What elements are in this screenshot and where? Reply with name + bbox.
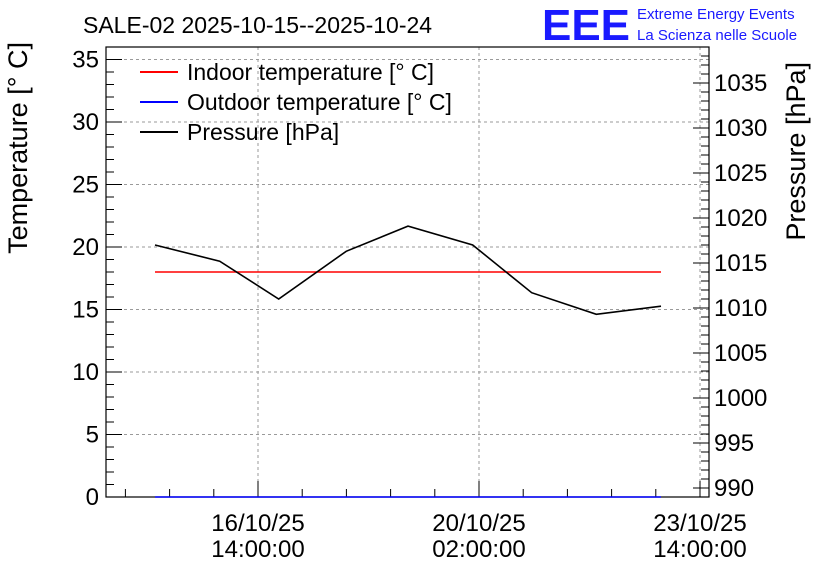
- y-tick-label: 15: [72, 297, 99, 324]
- y2-tick-label: 1025: [714, 160, 767, 187]
- y2-tick-label: 1000: [714, 385, 767, 412]
- y2-tick-label: 990: [714, 475, 754, 502]
- y2-tick-label: 1010: [714, 295, 767, 322]
- x-tick-label-date: 20/10/25: [432, 510, 525, 537]
- y2-axis-tick-labels: 990 995 1000 1005 1010 1015 1020 1025 1030 1035: [714, 70, 767, 502]
- y-tick-label: 0: [86, 484, 99, 511]
- x-tick-label-date: 16/10/25: [211, 510, 304, 537]
- series-line-pressure: [154, 225, 662, 316]
- y-tick-label: 5: [86, 422, 99, 449]
- y2-axis-label: Pressure [hPa]: [781, 62, 811, 241]
- x-tick-label-time: 14:00:00: [653, 536, 746, 563]
- y2-tick-label: 1015: [714, 250, 767, 277]
- y-tick-label: 20: [72, 234, 99, 261]
- x-tick-label-date: 23/10/25: [653, 510, 746, 537]
- eee-logo-line1: Extreme Energy Events: [637, 6, 795, 23]
- y-axis-label: Temperature [° C]: [3, 42, 33, 254]
- y2-tick-label: 1005: [714, 340, 767, 367]
- y2-tick-label: 995: [714, 430, 754, 457]
- x-axis-tick-labels: 16/10/2514:00:0020/10/2502:00:0023/10/25…: [211, 510, 746, 563]
- eee-logo-line2: La Scienza nelle Scuole: [637, 27, 797, 44]
- chart-title: SALE-02 2025-10-15--2025-10-24: [83, 12, 432, 38]
- x-tick-label-time: 02:00:00: [432, 536, 525, 563]
- legend-label-indoor: Indoor temperature [° C]: [187, 59, 434, 85]
- axis-ticks: [106, 46, 709, 498]
- x-tick-label-time: 14:00:00: [211, 536, 304, 563]
- y-tick-label: 35: [72, 47, 99, 74]
- y-axis-tick-labels: 0 5 10 15 20 25 30 35: [72, 47, 99, 512]
- eee-logo: EEE Extreme Energy Events La Scienza nel…: [542, 1, 797, 50]
- y-tick-label: 30: [72, 109, 99, 136]
- y-tick-label: 25: [72, 172, 99, 199]
- y-tick-label: 10: [72, 359, 99, 386]
- data-series: [154, 225, 662, 498]
- y2-tick-label: 1030: [714, 115, 767, 142]
- chart-legend: Indoor temperature [° C] Outdoor tempera…: [140, 59, 452, 145]
- y2-tick-label: 1020: [714, 205, 767, 232]
- grid-lines: [106, 47, 709, 497]
- legend-label-outdoor: Outdoor temperature [° C]: [187, 89, 452, 115]
- legend-label-pressure: Pressure [hPa]: [187, 119, 339, 145]
- y2-tick-label: 1035: [714, 70, 767, 97]
- eee-logo-mark: EEE: [542, 1, 630, 50]
